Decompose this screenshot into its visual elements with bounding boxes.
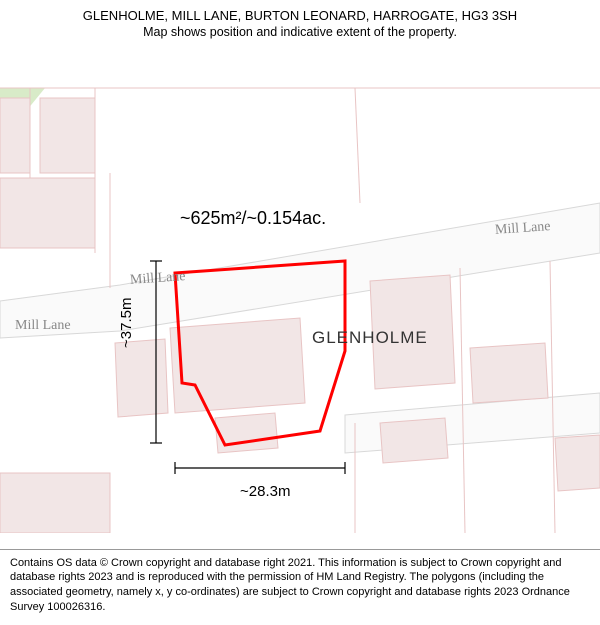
map-svg bbox=[0, 43, 600, 533]
header: GLENHOLME, MILL LANE, BURTON LEONARD, HA… bbox=[0, 0, 600, 43]
building-8 bbox=[115, 339, 168, 417]
page-title: GLENHOLME, MILL LANE, BURTON LEONARD, HA… bbox=[10, 8, 590, 23]
road-label-0: Mill Lane bbox=[15, 318, 71, 334]
building-3 bbox=[170, 318, 305, 413]
building-2 bbox=[40, 98, 95, 173]
dim-width-label: ~28.3m bbox=[240, 483, 290, 500]
page-subtitle: Map shows position and indicative extent… bbox=[10, 25, 590, 39]
copyright-footer: Contains OS data © Crown copyright and d… bbox=[0, 549, 600, 625]
building-9 bbox=[0, 473, 110, 533]
parcel-line-8 bbox=[460, 268, 465, 533]
building-7 bbox=[470, 343, 548, 403]
map-canvas: Mill LaneMill LaneMill LaneGLENHOLME~625… bbox=[0, 43, 600, 533]
building-6 bbox=[380, 418, 448, 463]
building-4 bbox=[215, 413, 278, 453]
dim-height-label: ~37.5m bbox=[118, 298, 135, 348]
building-10 bbox=[555, 435, 600, 491]
parcel-line-6 bbox=[355, 88, 360, 203]
building-0 bbox=[0, 98, 30, 173]
area-label: ~625m²/~0.154ac. bbox=[180, 208, 326, 229]
building-1 bbox=[0, 178, 95, 248]
property-name-label: GLENHOLME bbox=[312, 328, 428, 348]
